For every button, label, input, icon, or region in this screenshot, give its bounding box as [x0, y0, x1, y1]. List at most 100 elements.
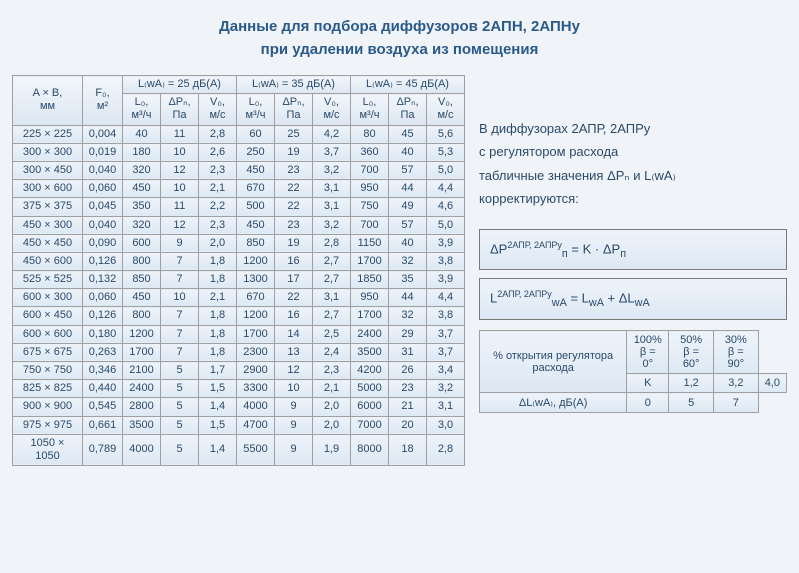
cell-V0: 1,8 [199, 252, 237, 270]
cell-V0: 4,4 [427, 180, 465, 198]
st-row-label: ΔL₍wA₎, дБ(А) [480, 393, 627, 413]
cell-L0: 450 [123, 180, 161, 198]
cell-L0: 8000 [351, 434, 389, 465]
hdr-group-25: L₍wA₎ = 25 дБ(А) [123, 76, 237, 94]
formula-1: ΔP2АПР, 2АПРуп = K · ΔPп [479, 229, 787, 271]
cell-V0: 1,4 [199, 434, 237, 465]
cell-dim: 300 × 300 [13, 143, 83, 161]
cell-dP: 5 [161, 416, 199, 434]
cell-L0: 700 [351, 216, 389, 234]
cell-dP: 31 [389, 343, 427, 361]
cell-f0: 0,180 [83, 325, 123, 343]
cell-V0: 5,6 [427, 125, 465, 143]
table-row: 300 × 300 0,019180 10 2,6250 19 3,7360 4… [13, 143, 465, 161]
cell-L0: 180 [123, 143, 161, 161]
cell-L0: 320 [123, 161, 161, 179]
cell-dP: 12 [161, 216, 199, 234]
hdr-dP: ΔPₙ,Па [389, 94, 427, 125]
cell-f0: 0,789 [83, 434, 123, 465]
cell-L0: 2300 [237, 343, 275, 361]
cell-dP: 5 [161, 434, 199, 465]
cell-dP: 14 [275, 325, 313, 343]
cell-dim: 1050 × 1050 [13, 434, 83, 465]
cell-V0: 2,3 [199, 161, 237, 179]
cell-V0: 3,1 [313, 180, 351, 198]
hdr-L0: L₀,м³/ч [237, 94, 275, 125]
cell-L0: 800 [123, 252, 161, 270]
hdr-dim: A × B,мм [13, 76, 83, 126]
cell-dim: 900 × 900 [13, 398, 83, 416]
cell-dP: 5 [161, 398, 199, 416]
cell-dim: 600 × 600 [13, 325, 83, 343]
cell-V0: 5,0 [427, 161, 465, 179]
table-row: 600 × 600 0,1801200 7 1,81700 14 2,52400… [13, 325, 465, 343]
cell-V0: 2,0 [313, 398, 351, 416]
side-panel: В диффузорах 2АПР, 2АПРус регулятором ра… [479, 75, 787, 413]
cell-L0: 4000 [123, 434, 161, 465]
hdr-group-45: L₍wA₎ = 45 дБ(А) [351, 76, 465, 94]
cell-L0: 670 [237, 289, 275, 307]
cell-V0: 2,1 [199, 289, 237, 307]
cell-L0: 670 [237, 180, 275, 198]
cell-V0: 2,2 [199, 198, 237, 216]
table-head: A × B,мм F₀,м² L₍wA₎ = 25 дБ(А) L₍wA₎ = … [13, 76, 465, 126]
title-line1: Данные для подбора диффузоров 2АПН, 2АПН… [219, 18, 580, 35]
cell-L0: 1200 [237, 252, 275, 270]
st-cell: 5 [669, 393, 714, 413]
cell-L0: 1700 [237, 325, 275, 343]
cell-L0: 750 [351, 198, 389, 216]
cell-V0: 3,8 [427, 252, 465, 270]
cell-dP: 10 [161, 289, 199, 307]
cell-dP: 7 [161, 271, 199, 289]
cell-L0: 450 [123, 289, 161, 307]
cell-dP: 10 [161, 143, 199, 161]
cell-dim: 450 × 300 [13, 216, 83, 234]
cell-f0: 0,004 [83, 125, 123, 143]
cell-dP: 10 [161, 180, 199, 198]
cell-V0: 2,5 [313, 325, 351, 343]
cell-L0: 5000 [351, 380, 389, 398]
st-cell: 7 [713, 393, 758, 413]
correction-table: % открытия регулятора расхода100%β = 0°5… [479, 330, 787, 413]
cell-L0: 1700 [351, 307, 389, 325]
cell-dP: 13 [275, 343, 313, 361]
cell-L0: 3500 [123, 416, 161, 434]
cell-dP: 16 [275, 252, 313, 270]
side-line: корректируются: [479, 187, 787, 210]
cell-dP: 45 [389, 125, 427, 143]
cell-L0: 1200 [123, 325, 161, 343]
cell-dP: 22 [275, 289, 313, 307]
cell-f0: 0,545 [83, 398, 123, 416]
cell-V0: 3,9 [427, 271, 465, 289]
cell-L0: 80 [351, 125, 389, 143]
cell-dP: 11 [161, 125, 199, 143]
cell-V0: 3,0 [427, 416, 465, 434]
cell-L0: 4000 [237, 398, 275, 416]
cell-L0: 1300 [237, 271, 275, 289]
cell-L0: 4700 [237, 416, 275, 434]
cell-dP: 23 [275, 161, 313, 179]
cell-L0: 700 [351, 161, 389, 179]
cell-f0: 0,060 [83, 289, 123, 307]
cell-dP: 10 [275, 380, 313, 398]
cell-dP: 57 [389, 161, 427, 179]
cell-f0: 0,045 [83, 198, 123, 216]
hdr-L0: L₀,м³/ч [123, 94, 161, 125]
cell-f0: 0,126 [83, 252, 123, 270]
table-body: 225 × 225 0,00440 11 2,860 25 4,280 45 5… [13, 125, 465, 466]
cell-dP: 22 [275, 198, 313, 216]
table-row: 450 × 600 0,126800 7 1,81200 16 2,71700 … [13, 252, 465, 270]
table-row: 1050 × 1050 0,7894000 5 1,45500 9 1,9800… [13, 434, 465, 465]
cell-dP: 12 [275, 362, 313, 380]
cell-f0: 0,060 [83, 180, 123, 198]
cell-dP: 19 [275, 234, 313, 252]
st-cell: 4,0 [758, 374, 786, 393]
cell-dim: 300 × 600 [13, 180, 83, 198]
cell-V0: 1,9 [313, 434, 351, 465]
title-line2: при удалении воздуха из помещения [261, 41, 539, 58]
cell-V0: 3,7 [313, 143, 351, 161]
table-row: 825 × 825 0,4402400 5 1,53300 10 2,15000… [13, 380, 465, 398]
cell-f0: 0,019 [83, 143, 123, 161]
page-title: Данные для подбора диффузоров 2АПН, 2АПН… [12, 16, 787, 61]
table-row: 975 × 975 0,6613500 5 1,54700 9 2,07000 … [13, 416, 465, 434]
